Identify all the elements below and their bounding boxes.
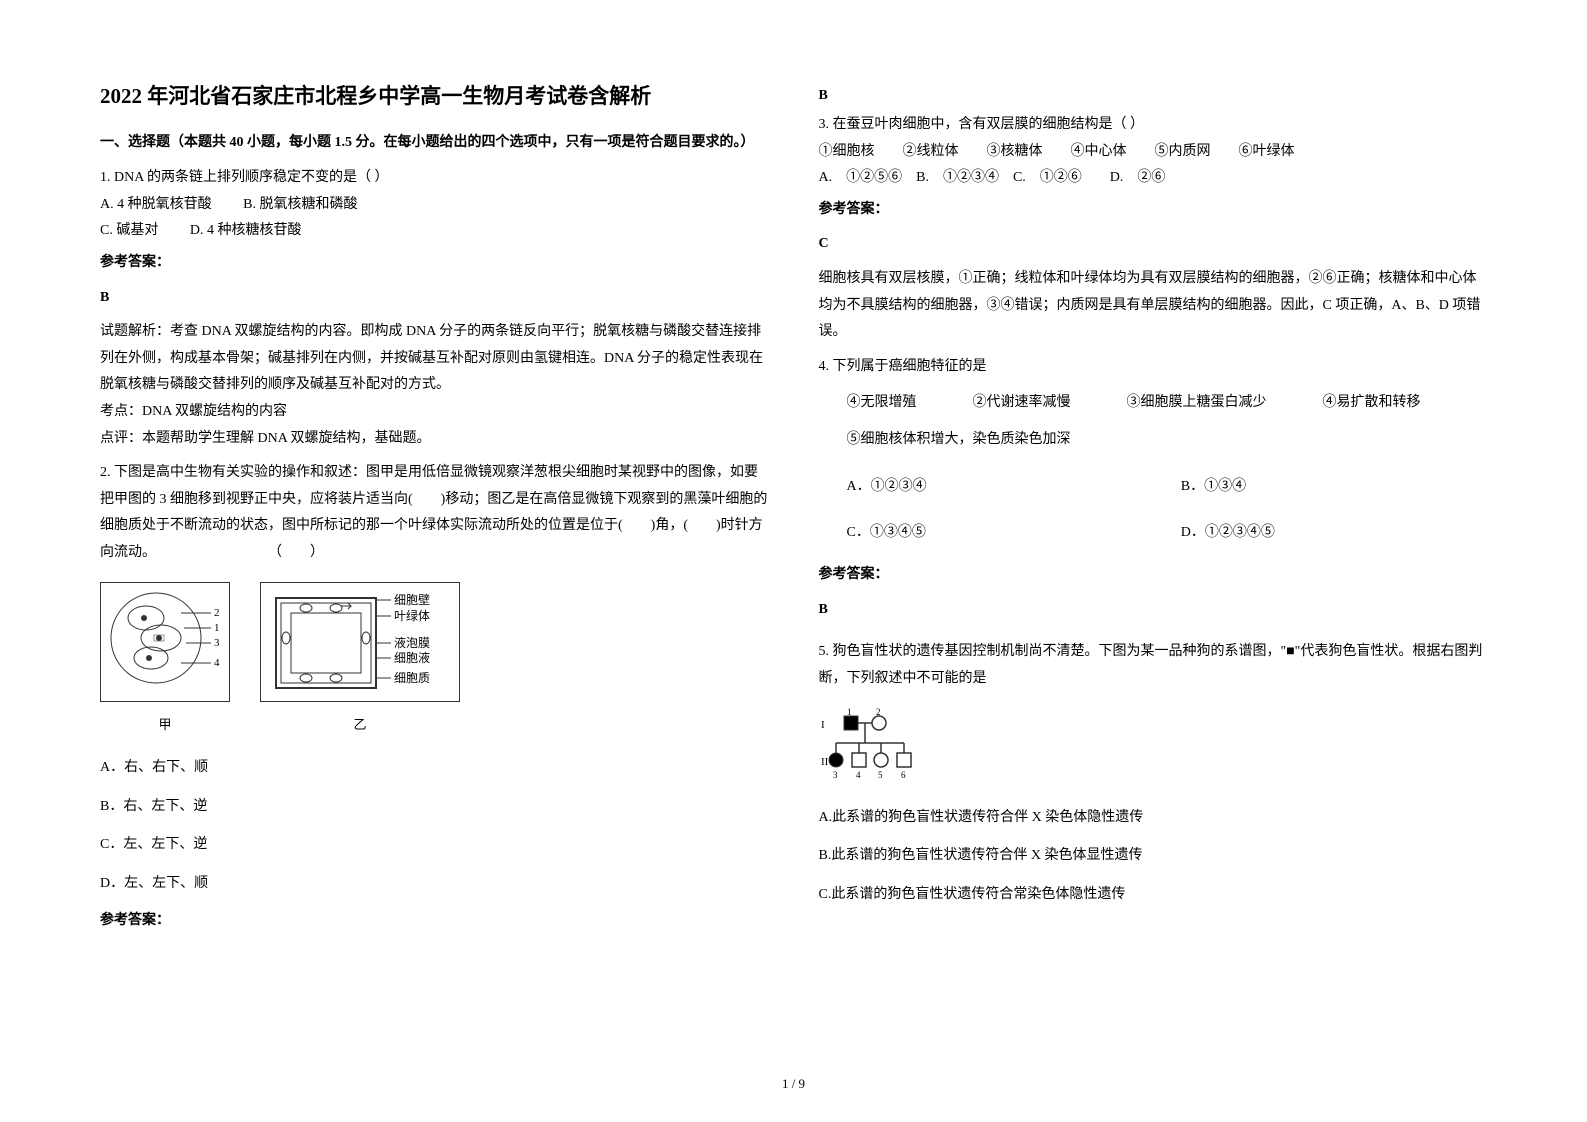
svg-text:液泡膜: 液泡膜: [394, 635, 430, 650]
q1-text: 1. DNA 的两条链上排列顺序稳定不变的是（ ）: [100, 165, 769, 192]
page-container: 2022 年河北省石家庄市北程乡中学高一生物月考试卷含解析 一、选择题（本题共 …: [100, 80, 1487, 1082]
q4-optC: C．①③④⑤: [819, 518, 1153, 549]
svg-text:6: 6: [901, 770, 906, 780]
q4-row1: A．①②③④ B．①③④: [819, 464, 1488, 511]
svg-text:2: 2: [214, 607, 220, 619]
q3-answer: C: [819, 231, 1488, 258]
page-number: 1 / 9: [782, 1076, 805, 1092]
figure-jia-wrapper: 2 1 3 4 甲: [100, 582, 230, 738]
q1-options-2: C. 碱基对 D. 4 种核糖核苷酸: [100, 218, 769, 245]
document-title: 2022 年河北省石家庄市北程乡中学高一生物月考试卷含解析: [100, 80, 769, 110]
q1-analysis2: 考点：DNA 双螺旋结构的内容: [100, 399, 769, 426]
q4-optB: B．①③④: [1153, 472, 1487, 503]
q1-analysis3: 点评：本题帮助学生理解 DNA 双螺旋结构，基础题。: [100, 426, 769, 453]
svg-text:细胞质: 细胞质: [394, 671, 430, 685]
figure-yi-wrapper: 细胞壁 叶绿体 液泡膜 细胞液 细胞质 乙: [260, 582, 460, 738]
svg-text:5: 5: [878, 770, 883, 780]
q2-figures: 2 1 3 4 甲: [100, 582, 769, 738]
svg-text:II: II: [821, 756, 829, 768]
q4-answer-label: 参考答案：: [819, 562, 1488, 589]
q1-optD: D. 4 种核糖核苷酸: [190, 223, 302, 238]
q5-optB: B.此系谱的狗色盲性状遗传符合伴 X 染色体显性遗传: [819, 841, 1488, 872]
svg-text:3: 3: [214, 637, 220, 649]
cell-diagram-icon: 细胞壁 叶绿体 液泡膜 细胞液 细胞质: [266, 588, 456, 698]
q4-optD: D．①②③④⑤: [1153, 518, 1487, 549]
pedigree-icon: I 1 2 II 3 4: [819, 708, 939, 788]
q2-answer: B: [819, 88, 1488, 104]
svg-text:1: 1: [847, 708, 852, 717]
svg-text:4: 4: [214, 657, 220, 669]
q1-analysis1: 试题解析：考查 DNA 双螺旋结构的内容。即构成 DNA 分子的两条链反向平行；…: [100, 319, 769, 399]
svg-text:4: 4: [856, 770, 861, 780]
jia-label: 甲: [100, 713, 230, 738]
question-1: 1. DNA 的两条链上排列顺序稳定不变的是（ ） A. 4 种脱氧核苷酸 B.…: [100, 165, 769, 452]
svg-text:1: 1: [214, 622, 220, 634]
q2-optA: A．右、右下、顺: [100, 753, 769, 784]
q5-text: 5. 狗色盲性状的遗传基因控制机制尚不清楚。下图为某一品种狗的系谱图，"■"代表…: [819, 639, 1488, 692]
q1-options: A. 4 种脱氧核苷酸 B. 脱氧核糖和磷酸: [100, 192, 769, 219]
question-4: 4. 下列属于癌细胞特征的是 ④无限增殖 ②代谢速率减慢 ③细胞膜上糖蛋白减少 …: [819, 354, 1488, 632]
q3-analysis: 细胞核具有双层核膜，①正确；线粒体和叶绿体均为具有双层膜结构的细胞器，②⑥正确；…: [819, 266, 1488, 346]
left-column: 2022 年河北省石家庄市北程乡中学高一生物月考试卷含解析 一、选择题（本题共 …: [100, 80, 769, 1082]
q2-optD: D．左、左下、顺: [100, 869, 769, 900]
q1-optB: B. 脱氧核糖和磷酸: [243, 197, 357, 212]
q3-answer-label: 参考答案：: [819, 197, 1488, 224]
svg-text:细胞壁: 细胞壁: [394, 592, 430, 607]
q4-items1: ④无限增殖 ②代谢速率减慢 ③细胞膜上糖蛋白减少 ④易扩散和转移: [819, 390, 1488, 417]
figure-jia: 2 1 3 4: [100, 582, 230, 702]
q4-answer: B: [819, 597, 1488, 624]
q3-opts: A. ①②⑤⑥ B. ①②③④ C. ①②⑥ D. ②⑥: [819, 165, 1488, 192]
q2-answer-label: 参考答案：: [100, 908, 769, 935]
yi-label: 乙: [260, 713, 460, 738]
section-header: 一、选择题（本题共 40 小题，每小题 1.5 分。在每小题给出的四个选项中，只…: [100, 130, 769, 155]
svg-text:I: I: [821, 719, 825, 731]
microscope-view-icon: 2 1 3 4: [106, 588, 226, 698]
svg-text:3: 3: [833, 770, 838, 780]
q4-items2: ⑤细胞核体积增大，染色质染色加深: [819, 427, 1488, 454]
pedigree-figure: I 1 2 II 3 4: [819, 708, 939, 788]
svg-text:细胞液: 细胞液: [394, 650, 430, 665]
q1-optC: C. 碱基对: [100, 223, 158, 238]
q3-items: ①细胞核 ②线粒体 ③核糖体 ④中心体 ⑤内质网 ⑥叶绿体: [819, 139, 1488, 166]
q1-optA: A. 4 种脱氧核苷酸: [100, 197, 212, 212]
q4-text: 4. 下列属于癌细胞特征的是: [819, 354, 1488, 381]
q5-optA: A.此系谱的狗色盲性状遗传符合伴 X 染色体隐性遗传: [819, 803, 1488, 834]
q2-optC: C．左、左下、逆: [100, 830, 769, 861]
q3-text: 3. 在蚕豆叶肉细胞中，含有双层膜的细胞结构是（ ）: [819, 112, 1488, 139]
q2-optB: B．右、左下、逆: [100, 792, 769, 823]
right-column: B 3. 在蚕豆叶肉细胞中，含有双层膜的细胞结构是（ ） ①细胞核 ②线粒体 ③…: [819, 80, 1488, 1082]
q1-answer-label: 参考答案：: [100, 250, 769, 277]
q1-answer: B: [100, 285, 769, 312]
svg-text:2: 2: [876, 708, 881, 717]
question-5: 5. 狗色盲性状的遗传基因控制机制尚不清楚。下图为某一品种狗的系谱图，"■"代表…: [819, 639, 1488, 919]
figure-yi: 细胞壁 叶绿体 液泡膜 细胞液 细胞质: [260, 582, 460, 702]
q2-text: 2. 下图是高中生物有关实验的操作和叙述：图甲是用低倍显微镜观察洋葱根尖细胞时某…: [100, 460, 769, 566]
q5-optC: C.此系谱的狗色盲性状遗传符合常染色体隐性遗传: [819, 880, 1488, 911]
svg-text:叶绿体: 叶绿体: [394, 608, 430, 623]
question-2: 2. 下图是高中生物有关实验的操作和叙述：图甲是用低倍显微镜观察洋葱根尖细胞时某…: [100, 460, 769, 939]
question-3: 3. 在蚕豆叶肉细胞中，含有双层膜的细胞结构是（ ） ①细胞核 ②线粒体 ③核糖…: [819, 112, 1488, 346]
q4-optA: A．①②③④: [819, 472, 1153, 503]
q4-row2: C．①③④⑤ D．①②③④⑤: [819, 510, 1488, 557]
